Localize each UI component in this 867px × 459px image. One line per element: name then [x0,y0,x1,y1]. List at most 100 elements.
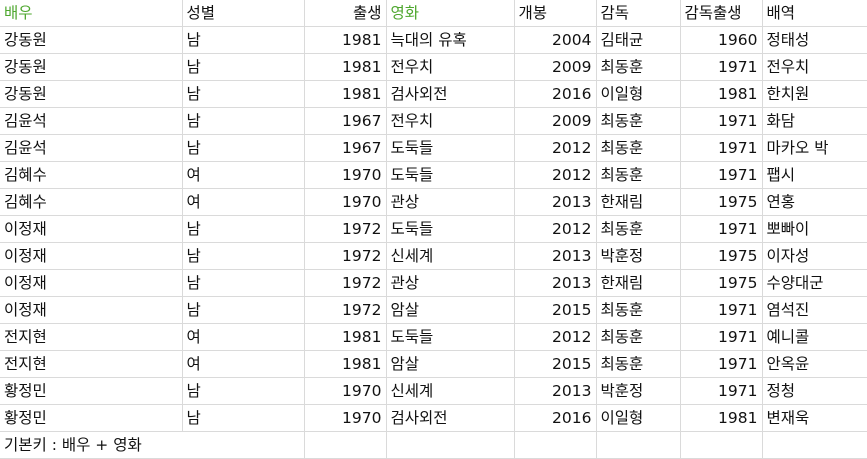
cell-birth[interactable]: 1981 [304,350,387,378]
empty-cell[interactable] [304,431,387,459]
header-cell-director[interactable]: 감독 [596,0,681,27]
cell-movie[interactable]: 암살 [386,350,515,378]
cell-director-birth[interactable]: 1960 [680,26,763,54]
cell-actor[interactable]: 전지현 [0,323,183,351]
cell-role[interactable]: 전우치 [762,53,867,81]
cell-actor[interactable]: 김윤석 [0,134,183,162]
empty-cell[interactable] [762,431,867,459]
cell-gender[interactable]: 남 [182,242,305,270]
cell-actor[interactable]: 강동원 [0,53,183,81]
cell-gender[interactable]: 남 [182,296,305,324]
cell-birth[interactable]: 1970 [304,188,387,216]
cell-release[interactable]: 2013 [514,188,597,216]
cell-release[interactable]: 2013 [514,242,597,270]
cell-birth[interactable]: 1972 [304,215,387,243]
cell-actor[interactable]: 김혜수 [0,161,183,189]
cell-role[interactable]: 팹시 [762,161,867,189]
cell-birth[interactable]: 1967 [304,134,387,162]
cell-director[interactable]: 박훈정 [596,242,681,270]
cell-actor[interactable]: 이정재 [0,215,183,243]
cell-movie[interactable]: 검사외전 [386,80,515,108]
cell-actor[interactable]: 황정민 [0,404,183,432]
cell-actor[interactable]: 이정재 [0,296,183,324]
header-cell-actor[interactable]: 배우 [0,0,183,27]
cell-role[interactable]: 뽀빠이 [762,215,867,243]
cell-gender[interactable]: 여 [182,350,305,378]
cell-release[interactable]: 2015 [514,350,597,378]
cell-actor[interactable]: 이정재 [0,242,183,270]
cell-gender[interactable]: 여 [182,188,305,216]
cell-release[interactable]: 2004 [514,26,597,54]
cell-actor[interactable]: 황정민 [0,377,183,405]
cell-director[interactable]: 이일형 [596,80,681,108]
cell-gender[interactable]: 남 [182,404,305,432]
cell-movie[interactable]: 관상 [386,188,515,216]
header-cell-birth[interactable]: 출생 [304,0,387,27]
cell-director-birth[interactable]: 1971 [680,215,763,243]
cell-gender[interactable]: 남 [182,80,305,108]
cell-birth[interactable]: 1981 [304,53,387,81]
cell-director-birth[interactable]: 1971 [680,161,763,189]
cell-release[interactable]: 2012 [514,215,597,243]
cell-role[interactable]: 한치원 [762,80,867,108]
cell-director-birth[interactable]: 1975 [680,269,763,297]
cell-director-birth[interactable]: 1971 [680,134,763,162]
cell-release[interactable]: 2016 [514,404,597,432]
cell-role[interactable]: 안옥윤 [762,350,867,378]
empty-cell[interactable] [514,431,597,459]
cell-movie[interactable]: 신세계 [386,242,515,270]
cell-director-birth[interactable]: 1971 [680,296,763,324]
cell-birth[interactable]: 1970 [304,404,387,432]
cell-role[interactable]: 마카오 박 [762,134,867,162]
cell-director-birth[interactable]: 1971 [680,350,763,378]
cell-director[interactable]: 박훈정 [596,377,681,405]
cell-gender[interactable]: 남 [182,377,305,405]
cell-director[interactable]: 김태균 [596,26,681,54]
cell-gender[interactable]: 여 [182,161,305,189]
cell-director-birth[interactable]: 1981 [680,80,763,108]
cell-birth[interactable]: 1972 [304,269,387,297]
cell-actor[interactable]: 김윤석 [0,107,183,135]
cell-director[interactable]: 최동훈 [596,296,681,324]
cell-director-birth[interactable]: 1971 [680,53,763,81]
cell-birth[interactable]: 1970 [304,161,387,189]
cell-role[interactable]: 염석진 [762,296,867,324]
cell-actor[interactable]: 강동원 [0,26,183,54]
cell-gender[interactable]: 남 [182,53,305,81]
cell-role[interactable]: 예니콜 [762,323,867,351]
cell-movie[interactable]: 도둑들 [386,215,515,243]
cell-director[interactable]: 최동훈 [596,323,681,351]
cell-director[interactable]: 최동훈 [596,107,681,135]
cell-release[interactable]: 2012 [514,134,597,162]
cell-release[interactable]: 2012 [514,323,597,351]
cell-director[interactable]: 최동훈 [596,161,681,189]
cell-role[interactable]: 이자성 [762,242,867,270]
header-cell-director-birth[interactable]: 감독출생 [680,0,763,27]
empty-cell[interactable] [182,431,305,459]
cell-actor[interactable]: 전지현 [0,350,183,378]
cell-movie[interactable]: 도둑들 [386,323,515,351]
cell-director[interactable]: 최동훈 [596,134,681,162]
cell-role[interactable]: 연홍 [762,188,867,216]
cell-actor[interactable]: 강동원 [0,80,183,108]
cell-director-birth[interactable]: 1971 [680,377,763,405]
cell-director-birth[interactable]: 1981 [680,404,763,432]
cell-release[interactable]: 2009 [514,53,597,81]
cell-birth[interactable]: 1967 [304,107,387,135]
cell-release[interactable]: 2013 [514,269,597,297]
cell-movie[interactable]: 도둑들 [386,161,515,189]
cell-movie[interactable]: 신세계 [386,377,515,405]
empty-cell[interactable] [596,431,681,459]
cell-gender[interactable]: 남 [182,269,305,297]
cell-release[interactable]: 2009 [514,107,597,135]
cell-role[interactable]: 수양대군 [762,269,867,297]
cell-birth[interactable]: 1981 [304,26,387,54]
cell-director-birth[interactable]: 1975 [680,242,763,270]
primary-key-note[interactable]: 기본키 : 배우 + 영화 [0,431,182,459]
cell-movie[interactable]: 도둑들 [386,134,515,162]
header-cell-movie[interactable]: 영화 [386,0,515,27]
header-cell-gender[interactable]: 성별 [182,0,305,27]
cell-actor[interactable]: 김혜수 [0,188,183,216]
cell-movie[interactable]: 전우치 [386,53,515,81]
empty-cell[interactable] [680,431,763,459]
